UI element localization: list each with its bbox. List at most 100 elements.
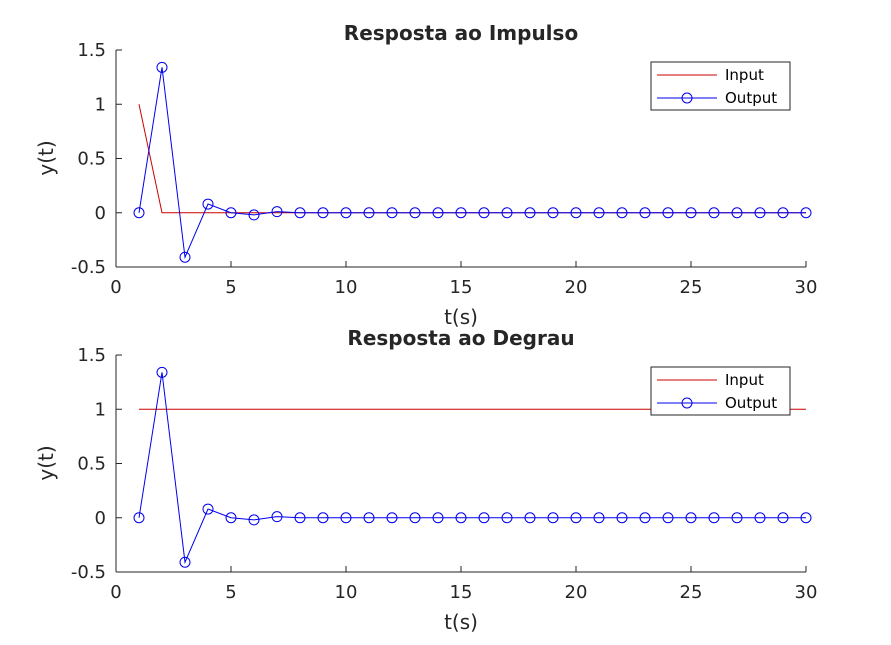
y-tick-label: 1.5 xyxy=(77,345,106,366)
data-point xyxy=(662,207,674,219)
series-line-output xyxy=(138,372,806,565)
data-point xyxy=(432,207,444,219)
legend-label: Output xyxy=(725,89,777,107)
series-line-input xyxy=(138,104,806,214)
x-axis-label: t(s) xyxy=(444,610,478,634)
y-axis-label: y(t) xyxy=(34,445,58,480)
x-tick-label: 5 xyxy=(225,277,236,298)
data-point xyxy=(340,512,352,524)
y-tick-label: -0.5 xyxy=(71,562,106,583)
data-point xyxy=(708,207,720,219)
x-tick-label: 10 xyxy=(335,582,358,603)
data-point xyxy=(248,209,260,221)
data-point xyxy=(777,512,789,524)
subplot-step: Resposta ao Degrau 0 5 10 15 20 25 30-0.500.51… xyxy=(34,326,817,634)
data-point xyxy=(294,512,306,524)
data-point xyxy=(225,207,237,219)
data-point xyxy=(754,512,766,524)
data-point xyxy=(800,512,812,524)
x-tick-label: 20 xyxy=(565,582,588,603)
data-point xyxy=(570,512,582,524)
data-point xyxy=(271,206,283,218)
y-tick-label: 1 xyxy=(95,94,106,115)
data-point xyxy=(455,512,467,524)
x-tick-label: 20 xyxy=(565,277,588,298)
data-point xyxy=(156,61,168,73)
data-point xyxy=(708,512,720,524)
data-point xyxy=(777,207,789,219)
data-point xyxy=(478,512,490,524)
data-point xyxy=(317,207,329,219)
data-point xyxy=(662,512,674,524)
x-tick-label: 15 xyxy=(450,277,473,298)
data-point xyxy=(202,198,214,210)
data-point xyxy=(455,207,467,219)
data-point xyxy=(547,207,559,219)
data-point xyxy=(478,207,490,219)
data-point xyxy=(340,207,352,219)
legend: Input Output xyxy=(650,366,791,416)
data-point xyxy=(409,512,421,524)
chart-title: Resposta ao Impulso xyxy=(344,21,578,45)
y-tick-label: 0 xyxy=(95,203,106,224)
data-point xyxy=(639,207,651,219)
data-point xyxy=(225,512,237,524)
x-tick-label: 30 xyxy=(795,582,818,603)
data-point xyxy=(524,207,536,219)
y-tick-label: 0.5 xyxy=(77,149,106,170)
data-point xyxy=(386,512,398,524)
data-point xyxy=(593,512,605,524)
series-line-output xyxy=(138,67,806,260)
data-point xyxy=(294,207,306,219)
x-tick-label: 25 xyxy=(680,582,703,603)
chart-title: Resposta ao Degrau xyxy=(347,326,574,350)
data-point xyxy=(685,512,697,524)
data-point xyxy=(156,366,168,378)
x-tick-label: 15 xyxy=(450,582,473,603)
y-tick-label: 1.5 xyxy=(77,40,106,61)
y-tick-label: 0 xyxy=(95,508,106,529)
y-tick-label: 1 xyxy=(95,399,106,420)
x-tick-label: 0 xyxy=(110,277,121,298)
subplot-impulse: Resposta ao Impulso 0 5 10 15 20 25 30-0.500.5… xyxy=(34,21,817,329)
legend-box xyxy=(650,366,791,416)
data-point xyxy=(501,512,513,524)
y-tick-label: -0.5 xyxy=(71,257,106,278)
data-point xyxy=(731,207,743,219)
data-point xyxy=(524,512,536,524)
y-tick-label: 0.5 xyxy=(77,454,106,475)
data-point xyxy=(685,207,697,219)
legend-marker xyxy=(681,92,693,104)
data-point xyxy=(639,512,651,524)
data-point xyxy=(271,511,283,523)
data-point xyxy=(593,207,605,219)
legend-label: Input xyxy=(725,371,764,389)
x-tick-label: 0 xyxy=(110,582,121,603)
x-tick-label: 30 xyxy=(795,277,818,298)
data-point xyxy=(248,514,260,526)
data-point xyxy=(547,512,559,524)
legend-marker xyxy=(681,397,693,409)
legend-box xyxy=(650,61,791,111)
data-point xyxy=(570,207,582,219)
y-axis-label: y(t) xyxy=(34,140,58,175)
x-tick-label: 25 xyxy=(680,277,703,298)
data-point xyxy=(179,251,191,263)
x-tick-label: 10 xyxy=(335,277,358,298)
data-point xyxy=(616,512,628,524)
data-point xyxy=(754,207,766,219)
data-point xyxy=(386,207,398,219)
data-point xyxy=(133,207,145,219)
legend-label: Input xyxy=(725,66,764,84)
data-point xyxy=(501,207,513,219)
data-point xyxy=(317,512,329,524)
legend-label: Output xyxy=(725,394,777,412)
data-point xyxy=(616,207,628,219)
data-point xyxy=(432,512,444,524)
data-point xyxy=(179,556,191,568)
x-tick-label: 5 xyxy=(225,582,236,603)
x-axis-label: t(s) xyxy=(444,305,478,329)
data-point xyxy=(731,512,743,524)
